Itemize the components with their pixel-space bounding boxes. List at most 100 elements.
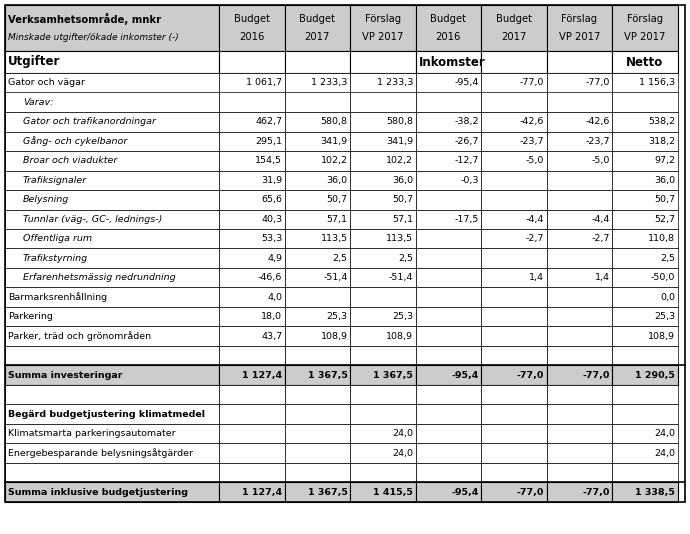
Bar bbox=[415, 248, 481, 268]
Bar bbox=[219, 385, 285, 404]
Bar bbox=[481, 190, 546, 209]
Bar bbox=[285, 170, 350, 190]
Bar bbox=[415, 209, 481, 229]
Bar bbox=[481, 112, 546, 131]
Bar bbox=[219, 326, 285, 346]
Bar bbox=[285, 151, 350, 170]
Text: VP 2017: VP 2017 bbox=[362, 32, 404, 42]
Text: Förslag: Förslag bbox=[561, 14, 598, 24]
Text: 108,9: 108,9 bbox=[648, 332, 675, 341]
Bar bbox=[285, 112, 350, 131]
Text: 538,2: 538,2 bbox=[648, 117, 675, 126]
Bar bbox=[546, 424, 612, 444]
Text: -12,7: -12,7 bbox=[454, 156, 479, 165]
Bar bbox=[350, 463, 415, 483]
Bar bbox=[612, 151, 678, 170]
Text: 108,9: 108,9 bbox=[386, 332, 413, 341]
Bar bbox=[546, 112, 612, 131]
Bar bbox=[546, 268, 612, 287]
Text: 113,5: 113,5 bbox=[386, 234, 413, 244]
Bar bbox=[546, 151, 612, 170]
Bar bbox=[612, 209, 678, 229]
Bar bbox=[612, 51, 678, 73]
Bar bbox=[612, 5, 678, 51]
Bar bbox=[546, 51, 612, 73]
Text: 108,9: 108,9 bbox=[321, 332, 348, 341]
Bar bbox=[350, 5, 415, 51]
Bar bbox=[350, 307, 415, 326]
Text: 1 156,3: 1 156,3 bbox=[639, 78, 675, 87]
Bar bbox=[285, 287, 350, 307]
Text: 4,0: 4,0 bbox=[267, 293, 282, 302]
Text: 43,7: 43,7 bbox=[261, 332, 282, 341]
Bar bbox=[350, 326, 415, 346]
Bar bbox=[415, 190, 481, 209]
Bar bbox=[546, 385, 612, 404]
Bar bbox=[546, 229, 612, 248]
Bar bbox=[285, 248, 350, 268]
Bar bbox=[546, 346, 612, 365]
Text: -4,4: -4,4 bbox=[526, 215, 544, 224]
Text: -77,0: -77,0 bbox=[582, 371, 609, 380]
Bar bbox=[285, 131, 350, 151]
Text: 318,2: 318,2 bbox=[648, 137, 675, 146]
Text: 50,7: 50,7 bbox=[654, 195, 675, 204]
Bar bbox=[481, 424, 546, 444]
Bar bbox=[350, 112, 415, 131]
Text: 2016: 2016 bbox=[239, 32, 265, 42]
Text: 1 367,5: 1 367,5 bbox=[308, 488, 348, 497]
Text: Utgifter: Utgifter bbox=[8, 56, 61, 68]
Text: 2,5: 2,5 bbox=[398, 254, 413, 263]
Bar bbox=[481, 287, 546, 307]
Bar bbox=[5, 463, 219, 483]
Bar bbox=[415, 404, 481, 424]
Text: 1 061,7: 1 061,7 bbox=[246, 78, 282, 87]
Bar bbox=[285, 190, 350, 209]
Text: Energebesparande belysningsåtgärder: Energebesparande belysningsåtgärder bbox=[8, 449, 193, 458]
Bar bbox=[285, 365, 350, 385]
Text: 2017: 2017 bbox=[305, 32, 330, 42]
Text: Budget: Budget bbox=[496, 14, 532, 24]
Bar bbox=[285, 346, 350, 365]
Bar bbox=[546, 307, 612, 326]
Text: Förslag: Förslag bbox=[365, 14, 401, 24]
Bar bbox=[5, 73, 219, 92]
Bar bbox=[219, 463, 285, 483]
Bar bbox=[5, 385, 219, 404]
Bar bbox=[350, 92, 415, 112]
Bar bbox=[612, 229, 678, 248]
Bar bbox=[219, 112, 285, 131]
Bar bbox=[5, 151, 219, 170]
Bar bbox=[481, 346, 546, 365]
Text: Offentliga rum: Offentliga rum bbox=[23, 234, 92, 244]
Bar bbox=[350, 248, 415, 268]
Bar bbox=[350, 73, 415, 92]
Bar bbox=[350, 209, 415, 229]
Bar bbox=[481, 73, 546, 92]
Bar bbox=[481, 268, 546, 287]
Text: -5,0: -5,0 bbox=[526, 156, 544, 165]
Text: -77,0: -77,0 bbox=[520, 78, 544, 87]
Bar bbox=[415, 92, 481, 112]
Text: Begärd budgetjustering klimatmedel: Begärd budgetjustering klimatmedel bbox=[8, 410, 205, 419]
Bar bbox=[546, 190, 612, 209]
Bar bbox=[219, 287, 285, 307]
Text: Barmarksrenhållning: Barmarksrenhållning bbox=[8, 292, 107, 302]
Text: Parker, träd och grönområden: Parker, träd och grönområden bbox=[8, 331, 151, 341]
Bar bbox=[612, 287, 678, 307]
Bar bbox=[546, 326, 612, 346]
Bar bbox=[5, 209, 219, 229]
Text: 1 290,5: 1 290,5 bbox=[635, 371, 675, 380]
Bar bbox=[546, 287, 612, 307]
Bar bbox=[5, 170, 219, 190]
Text: 18,0: 18,0 bbox=[262, 312, 282, 321]
Bar bbox=[481, 483, 546, 502]
Bar bbox=[481, 444, 546, 463]
Text: 50,7: 50,7 bbox=[326, 195, 348, 204]
Bar bbox=[612, 190, 678, 209]
Bar bbox=[546, 5, 612, 51]
Bar bbox=[5, 365, 219, 385]
Text: 24,0: 24,0 bbox=[654, 449, 675, 458]
Text: 65,6: 65,6 bbox=[262, 195, 282, 204]
Text: 1 233,3: 1 233,3 bbox=[377, 78, 413, 87]
